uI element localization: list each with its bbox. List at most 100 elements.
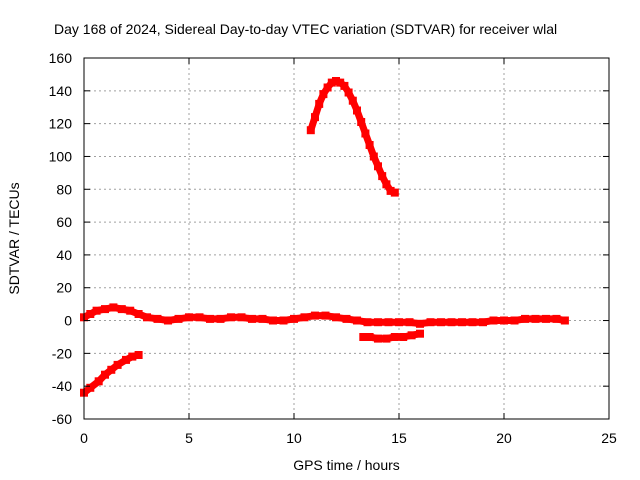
- data-point: [92, 306, 101, 315]
- data-point: [315, 99, 324, 108]
- data-point: [269, 316, 277, 325]
- data-point: [399, 333, 408, 341]
- data-point: [153, 314, 162, 323]
- data-point: [227, 313, 235, 322]
- data-point: [258, 314, 267, 323]
- data-point: [531, 314, 540, 323]
- data-point: [390, 333, 399, 341]
- data-point: [216, 314, 225, 323]
- data-point: [374, 318, 382, 327]
- data-point: [447, 318, 456, 327]
- data-point: [359, 333, 368, 341]
- x-tick-label: 0: [80, 430, 88, 446]
- data-point: [306, 126, 315, 135]
- plot-area: [83, 57, 610, 420]
- data-point: [361, 129, 370, 138]
- data-point: [353, 106, 361, 115]
- data-point: [378, 172, 387, 181]
- data-point: [332, 77, 340, 85]
- data-point: [311, 311, 319, 320]
- data-point: [86, 383, 95, 392]
- data-point: [237, 313, 246, 322]
- data-point: [426, 318, 435, 327]
- data-point: [542, 314, 550, 323]
- data-point: [195, 313, 204, 322]
- y-tick-label: 120: [49, 116, 73, 132]
- data-point: [382, 334, 391, 343]
- data-point: [206, 314, 214, 323]
- y-axis-title: SDTVAR / TECUs: [6, 182, 22, 294]
- data-point: [342, 314, 351, 323]
- y-tick-label: -40: [52, 378, 72, 394]
- data-point: [340, 81, 349, 90]
- data-point: [363, 318, 372, 327]
- data-point: [185, 313, 193, 322]
- data-point: [174, 314, 183, 323]
- y-tick-label: 160: [49, 50, 73, 66]
- data-point: [134, 310, 143, 318]
- data-point: [344, 88, 353, 97]
- axes: 0 5 10 15 20 25 -60 -40 -20 0 20 40 60 80 100 120 140 160: [49, 50, 617, 446]
- data-point: [101, 370, 109, 379]
- data-point: [552, 314, 561, 323]
- y-tick-label: 20: [56, 280, 72, 296]
- data-point: [332, 313, 340, 322]
- data-point: [384, 318, 393, 327]
- data-point: [489, 316, 498, 325]
- data-point: [336, 78, 345, 87]
- data-point: [416, 319, 424, 328]
- data-point: [374, 162, 382, 171]
- data-point: [560, 316, 569, 325]
- data-point: [365, 333, 374, 341]
- data-point: [248, 314, 256, 323]
- data-point: [416, 329, 424, 338]
- data-point: [86, 310, 95, 318]
- data-point: [122, 355, 130, 364]
- data-point: [323, 83, 332, 92]
- data-point: [365, 141, 374, 149]
- data-point: [143, 313, 151, 322]
- y-tick-label: 0: [64, 313, 72, 329]
- data-point: [468, 318, 477, 327]
- data-point: [382, 180, 391, 189]
- data-point: [101, 305, 109, 314]
- x-tick-label: 5: [185, 430, 193, 446]
- data-point: [107, 365, 116, 374]
- y-tick-label: -20: [52, 345, 72, 361]
- y-tick-label: -60: [52, 411, 72, 427]
- data-point: [479, 318, 487, 327]
- data-point: [319, 90, 328, 99]
- data-point: [500, 316, 508, 325]
- data-point: [407, 331, 416, 340]
- data-point: [327, 78, 336, 87]
- data-point: [113, 360, 122, 369]
- data-point: [357, 118, 366, 126]
- data-point: [390, 188, 399, 197]
- chart-title: Day 168 of 2024, Sidereal Day-to-day VTE…: [54, 21, 557, 37]
- y-tick-label: 40: [56, 247, 72, 263]
- data-point: [510, 316, 519, 325]
- data-point: [279, 316, 288, 325]
- data-point: [369, 152, 378, 161]
- data-point: [405, 318, 414, 327]
- grid: [84, 58, 609, 419]
- y-tick-label: 100: [49, 148, 73, 164]
- data-series: [80, 77, 569, 397]
- data-point: [386, 186, 395, 195]
- x-axis-title: GPS time / hours: [293, 457, 400, 473]
- data-point: [321, 311, 330, 320]
- data-point: [521, 314, 529, 323]
- x-tick-label: 10: [286, 430, 302, 446]
- data-point: [437, 318, 445, 327]
- data-point: [94, 377, 103, 386]
- y-tick-label: 80: [56, 181, 72, 197]
- x-tick-label: 15: [391, 430, 407, 446]
- data-point: [311, 113, 319, 122]
- x-tick-label: 25: [601, 430, 617, 446]
- data-point: [458, 318, 466, 327]
- data-point: [134, 351, 143, 359]
- data-point: [109, 303, 118, 312]
- y-tick-label: 60: [56, 214, 72, 230]
- data-point: [300, 313, 309, 322]
